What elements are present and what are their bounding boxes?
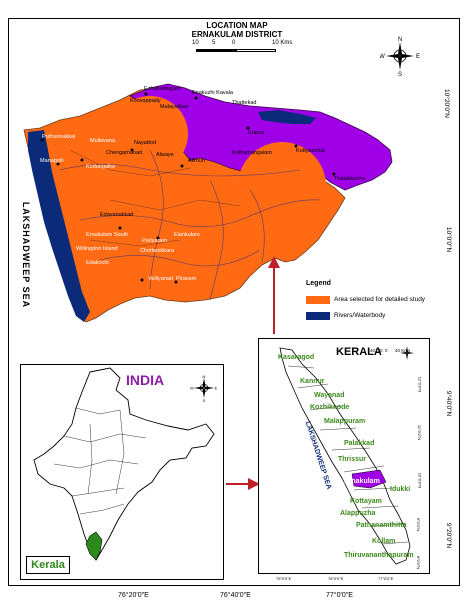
map-title: LOCATION MAP	[206, 21, 268, 30]
kerala-scale: 40 20 0 40 Kms	[370, 348, 411, 353]
place-label: Ernakulam South	[86, 232, 129, 238]
backwater-region	[28, 130, 90, 322]
kerala-compass-icon	[398, 344, 416, 362]
kerala-label-box: Kerala	[26, 556, 70, 574]
place-label: Parlyaram	[142, 238, 168, 244]
place-label: Chottanikkara	[140, 248, 174, 254]
compass-n: N	[398, 37, 402, 43]
place-label: Ezhattumugam	[144, 86, 181, 92]
kerala-lat-label: 10°0'0"N	[417, 472, 423, 489]
kerala-highlight	[85, 531, 103, 561]
place-markers	[40, 92, 336, 284]
india-outline	[33, 367, 215, 561]
place-label: Edavanakkad	[100, 212, 134, 218]
kerala-outline	[279, 347, 411, 565]
district-label: Pathanamthitta	[356, 522, 407, 529]
place-label: Malayattoor	[160, 104, 189, 110]
place-label: Alimuri	[188, 158, 205, 164]
kerala-label: Kerala	[31, 559, 65, 571]
place-label: Alwaye	[156, 152, 174, 158]
place-label: Manappili	[40, 158, 64, 164]
kerala-lon-label: 75°0'0"E	[276, 576, 292, 581]
india-map	[33, 367, 215, 561]
map-district-title: ERNAKULAM DISTRICT	[191, 30, 283, 39]
svg-text:N: N	[203, 374, 206, 379]
place-label: Kodungallur	[86, 164, 116, 170]
place-label: Piravam	[176, 276, 197, 282]
place-label: Chengamanad	[106, 150, 143, 156]
district-label: Alappuzha	[340, 510, 376, 517]
india-compass-icon: N S W E	[190, 374, 218, 403]
main-map-frame	[8, 18, 460, 586]
district-label: Thrissur	[338, 456, 367, 463]
place-label: Thalakkunnu	[334, 176, 366, 182]
place-label: Puthurinakkal	[42, 134, 76, 140]
compass-e: E	[416, 54, 420, 60]
legend-title: Legend	[306, 280, 331, 287]
taluk-boundaries	[69, 149, 241, 247]
svg-text:S: S	[203, 398, 206, 402]
place-label: Koovappady	[130, 98, 161, 104]
kerala-title: KERALA	[336, 346, 382, 358]
scale-bar: 10 5 0 10 Kms	[188, 40, 308, 64]
india-title: INDIA	[126, 372, 165, 388]
svg-text:E: E	[215, 386, 218, 391]
place-label: Velliyanad	[148, 276, 174, 282]
lon-label: 76°40'0"E	[220, 592, 251, 599]
place-label: Thattekad	[232, 100, 257, 106]
place-label: Eranur	[248, 130, 265, 136]
place-label: Nayattod	[134, 140, 157, 146]
district-label: Kasaragod	[278, 354, 315, 361]
scale-tick-label: 0	[232, 40, 236, 46]
ernakulam-highlight	[351, 469, 387, 489]
place-label: Willingdon Island	[76, 246, 118, 252]
kerala-lat-label: 8°0'0"N	[416, 555, 422, 570]
kerala-lon-label: 77°0'0"E	[378, 576, 394, 581]
kerala-lat-label: 11°0'0"N	[417, 424, 423, 441]
district-label: Kottayam	[350, 498, 382, 505]
svg-text:W: W	[190, 386, 194, 391]
district-label: Kollam	[372, 538, 396, 545]
legend: Legend Area selected for detailed study …	[300, 280, 450, 330]
lon-label: 76°20'0"E	[118, 592, 149, 599]
kerala-lat-label: 12°0'0"N	[417, 376, 423, 393]
place-label: Kothamangalam	[232, 150, 273, 156]
place-label: Enakuzhi Kavala	[192, 90, 233, 96]
district-label: Malappuram	[324, 418, 366, 425]
rivers	[59, 149, 321, 301]
district-label: Thiruvananthapuram	[344, 552, 414, 559]
scale-tick-label: 5	[212, 40, 216, 46]
district-label: Kozhikkode	[310, 404, 350, 411]
study-circle	[112, 96, 188, 172]
legend-swatch-water	[306, 312, 330, 320]
kerala-lon-label: 76°0'0"E	[328, 576, 344, 581]
scale-tick-label: 10 Kms	[272, 40, 293, 46]
lon-label: 77°0'0"E	[326, 592, 353, 599]
place-label: Mullavana	[90, 138, 116, 144]
place-label: Kuttyanchal	[296, 148, 325, 154]
district-label: Palakkad	[344, 440, 375, 447]
district-label: Kannur	[300, 378, 325, 385]
compass-s: S	[398, 72, 402, 76]
kerala-district-lines	[287, 365, 409, 545]
scale-tick-label: 10	[192, 40, 199, 46]
legend-label: Rivers/Waterbody	[334, 312, 386, 319]
legend-swatch-study	[306, 296, 330, 304]
india-state-lines	[53, 407, 147, 515]
legend-label: Area selected for detailed study	[334, 296, 426, 303]
kerala-map	[279, 347, 411, 565]
kerala-lat-label: 9°0'0"N	[416, 517, 422, 532]
reservoir	[258, 110, 316, 124]
compass-w: W	[380, 54, 385, 60]
district-label: Idukki	[390, 486, 411, 493]
compass-rose-icon: N S W E	[379, 36, 420, 78]
place-label: Elankulam	[174, 232, 200, 238]
study-circle	[238, 142, 326, 230]
district-label: Ernakulam	[344, 478, 380, 485]
district-label: Wayanad	[314, 392, 345, 399]
place-label: Edakochi	[86, 260, 109, 266]
